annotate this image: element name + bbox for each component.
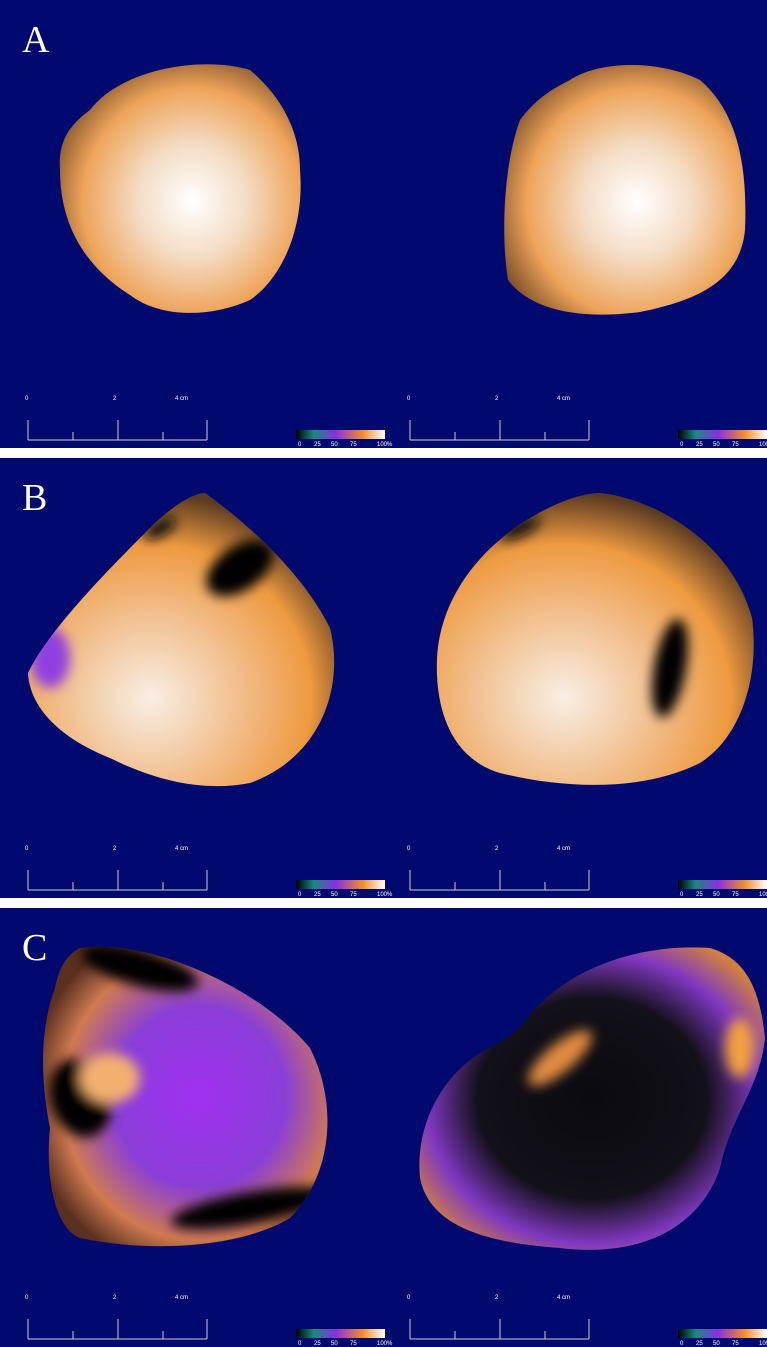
colorbar-label: 25 xyxy=(314,892,321,898)
colorbar xyxy=(296,1329,385,1338)
panel-label: A xyxy=(22,19,50,61)
colorbar-label: 50 xyxy=(331,442,338,448)
colorbar-label: 25 xyxy=(314,1341,321,1347)
scale-label: 4 cm xyxy=(175,1295,188,1301)
colorbar-label: 100% xyxy=(377,892,393,898)
scale-label: 4 cm xyxy=(557,846,570,852)
colorbar-label: 50 xyxy=(713,892,720,898)
colorbar-label: 100% xyxy=(377,442,393,448)
page: A024 cm0255075100%024 cm0255075100%B024 … xyxy=(0,0,767,1347)
colorbar-label: 75 xyxy=(732,892,739,898)
colorbar-label: 75 xyxy=(350,892,357,898)
heart-render xyxy=(504,65,745,315)
figure: A024 cm0255075100%024 cm0255075100%B024 … xyxy=(0,0,767,1347)
colorbar xyxy=(296,430,385,439)
colorbar xyxy=(678,430,767,439)
scale-label: 4 cm xyxy=(557,396,570,402)
colorbar-label: 50 xyxy=(713,442,720,448)
colorbar xyxy=(296,880,385,889)
colorbar-label: 100% xyxy=(759,442,767,448)
colorbar-label: 25 xyxy=(696,1341,703,1347)
colorbar-label: 100% xyxy=(377,1341,393,1347)
panel-label: B xyxy=(22,477,47,519)
colorbar xyxy=(678,1329,767,1338)
scale-label: 4 cm xyxy=(557,1295,570,1301)
colorbar-label: 100% xyxy=(759,1341,767,1347)
colorbar-label: 25 xyxy=(314,442,321,448)
colorbar-label: 50 xyxy=(331,1341,338,1347)
perfusion-region xyxy=(80,1053,140,1103)
colorbar-label: 75 xyxy=(732,1341,739,1347)
colorbar-label: 50 xyxy=(713,1341,720,1347)
scale-label: 4 cm xyxy=(175,846,188,852)
colorbar-label: 50 xyxy=(331,892,338,898)
colorbar-label: 75 xyxy=(350,1341,357,1347)
colorbar xyxy=(678,880,767,889)
colorbar-label: 75 xyxy=(732,442,739,448)
colorbar-label: 100% xyxy=(759,892,767,898)
colorbar-label: 75 xyxy=(350,442,357,448)
perfusion-region xyxy=(725,1018,755,1078)
panel-label: C xyxy=(22,927,47,969)
colorbar-label: 25 xyxy=(696,442,703,448)
colorbar-label: 25 xyxy=(696,892,703,898)
scale-label: 4 cm xyxy=(175,396,188,402)
